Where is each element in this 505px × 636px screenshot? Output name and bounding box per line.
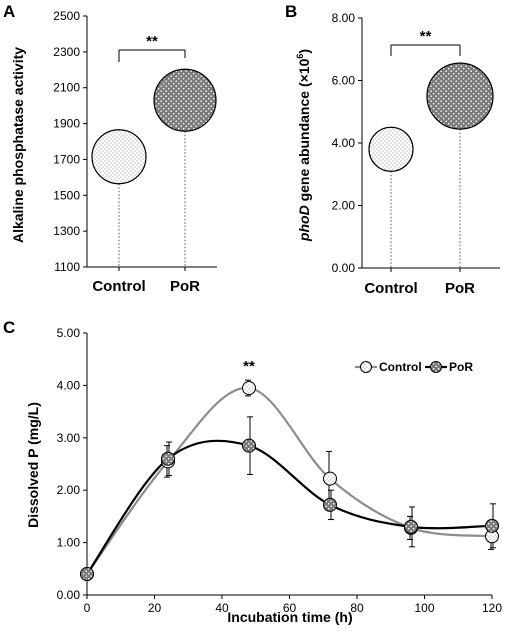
panel-c-significance: **	[243, 358, 255, 375]
panel-c-point-por	[80, 567, 94, 582]
panel-a-chart: A Alkaline phosphatase activity 1100 1300…	[3, 2, 217, 295]
panel-c-legend: Control PoR	[355, 360, 473, 374]
panel-c-point-por	[242, 438, 256, 453]
panel-a-category-control: Control	[92, 278, 145, 295]
panel-b-y-tick-label: 6.00	[332, 74, 356, 88]
panel-a-categories: Control PoR	[92, 267, 200, 295]
legend-marker-por	[430, 361, 442, 373]
panel-c-curves	[86, 386, 493, 575]
panel-c-x-tick-label: 40	[215, 601, 229, 615]
panel-b-significance: **	[420, 28, 432, 45]
panel-c-y-tick-label: 3.00	[57, 431, 81, 445]
panel-c-point-control	[323, 471, 337, 486]
panel-c-point-por	[485, 518, 499, 533]
panel-a-y-tick-label: 1100	[54, 260, 80, 274]
panel-c-x-tick-label: 80	[350, 601, 364, 615]
panel-a-ylabel: Alkaline phosphatase activity	[10, 47, 26, 243]
panel-b-ylabel-italic: phoD	[296, 205, 312, 242]
panel-c-xlabel: Incubation time (h)	[227, 609, 352, 625]
panel-b-category-por: PoR	[445, 280, 475, 297]
legend-marker-control	[360, 361, 372, 373]
panel-b-category-control: Control	[364, 280, 417, 297]
panel-b-y-tick-label: 8.00	[332, 11, 356, 25]
panel-b-ylabel-main: gene abundance (×10	[296, 58, 312, 205]
panel-c-point-control	[242, 381, 256, 396]
panel-a-marks	[91, 68, 217, 267]
panel-c-y-ticks: 0.00 1.00 2.00 3.00 4.00 5.00	[57, 326, 87, 602]
panel-a-y-tick-label: 2100	[53, 81, 80, 95]
panel-a-significance: **	[146, 33, 158, 50]
panel-c-ylabel: Dissolved P (mg/L)	[25, 402, 41, 528]
panel-b-point-control	[368, 126, 414, 172]
legend-label-control: Control	[379, 360, 422, 374]
panel-a-y-tick-label: 2300	[53, 45, 80, 59]
panel-b-label: B	[285, 2, 297, 21]
panel-b-y-tick-label: 2.00	[332, 199, 356, 213]
panel-c-point-por	[161, 451, 175, 466]
panel-b-y-ticks: 0.00 2.00 4.00 6.00 8.00	[332, 11, 362, 275]
panel-c-x-tick-label: 20	[148, 601, 162, 615]
panel-a-y-tick-label: 2500	[53, 9, 80, 23]
panel-b-y-tick-label: 0.00	[332, 261, 356, 275]
panel-a-y-tick-label: 1300	[53, 224, 80, 238]
panel-c-x-tick-label: 100	[414, 601, 434, 615]
panel-b-ylabel-sup: 6	[295, 54, 305, 59]
panel-b-categories: Control PoR	[364, 268, 475, 297]
panel-a-category-por: PoR	[170, 278, 200, 295]
panel-c-x-ticks: 0 20 40 60 80 100 120	[84, 595, 502, 615]
panel-a-y-axis-title: Alkaline phosphatase activity	[10, 47, 26, 243]
panel-a-significance-bracket: **	[118, 33, 186, 62]
panel-b-chart: B phoD gene abundance (×106) 0.00 2.00 4.0…	[285, 2, 500, 297]
panel-c-point-por	[323, 497, 337, 512]
panel-c-y-tick-label: 2.00	[57, 483, 81, 497]
panel-a-y-tick-label: 1500	[53, 188, 80, 202]
panel-a-y-tick-label: 1700	[53, 152, 80, 166]
panel-a-label: A	[3, 2, 15, 21]
panel-b-y-tick-label: 4.00	[332, 136, 356, 150]
panel-c-y-tick-label: 4.00	[57, 378, 81, 392]
panel-c-y-tick-label: 5.00	[57, 326, 81, 340]
panel-b-marks	[368, 62, 494, 268]
panel-a-y-ticks: 1100 1300 1500 1700 1900 2100 2300 2500	[53, 9, 87, 274]
panel-a-point-por	[153, 68, 217, 132]
panel-b-significance-bracket: **	[390, 28, 461, 56]
panel-c-x-tick-label: 60	[283, 601, 297, 615]
panel-c-points	[80, 381, 499, 582]
panel-b-ylabel: phoD gene abundance (×106)	[295, 49, 312, 242]
panel-c-chart: C Dissolved P (mg/L) Incubation time (h)…	[3, 318, 502, 625]
panel-c-y-tick-label: 1.00	[57, 536, 81, 550]
panel-c-x-tick-label: 120	[482, 601, 502, 615]
panel-b-point-por	[426, 62, 494, 130]
panel-b-ylabel-close: )	[296, 49, 312, 54]
legend-label-por: PoR	[449, 360, 473, 374]
panel-c-y-tick-label: 0.00	[57, 588, 81, 602]
panel-c-label: C	[3, 318, 15, 337]
panel-c-point-por	[404, 519, 418, 534]
panel-c-line-por	[86, 439, 493, 575]
panel-c-x-tick-label: 0	[84, 601, 91, 615]
panel-a-y-tick-label: 1900	[53, 117, 80, 131]
panel-a-point-control	[91, 129, 147, 185]
